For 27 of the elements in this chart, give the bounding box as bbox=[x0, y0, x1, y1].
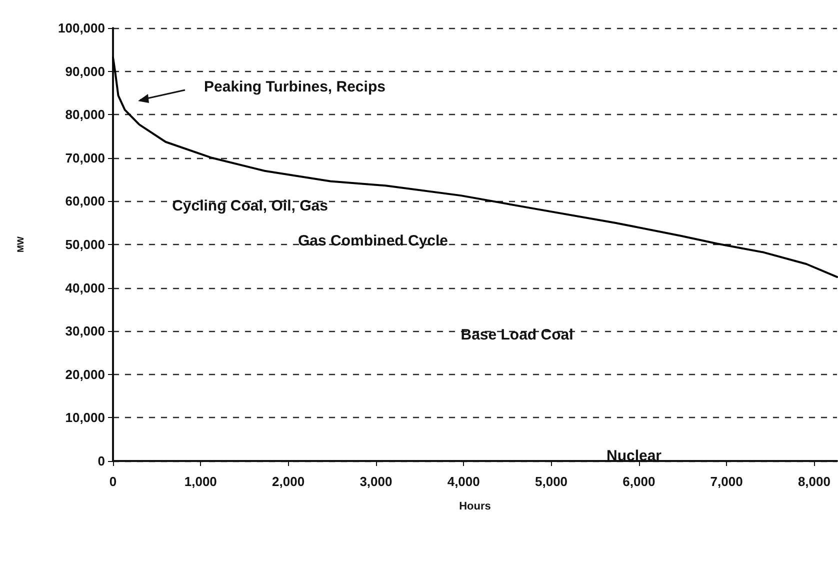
line-series bbox=[112, 56, 838, 278]
y-tick-label: 90,000 bbox=[65, 64, 105, 79]
x-axis-title: Hours bbox=[459, 500, 491, 512]
y-tick-label: 0 bbox=[98, 454, 105, 468]
x-tick-label: 6,000 bbox=[622, 474, 656, 489]
x-tick-label: 7,000 bbox=[710, 474, 743, 489]
x-tick-label: 4,000 bbox=[447, 474, 480, 489]
annotation: Cycling Coal, Oil, Gas bbox=[172, 198, 328, 214]
annotation: Gas Combined Cycle bbox=[298, 232, 448, 250]
y-tick-label: 30,000 bbox=[65, 324, 105, 339]
x-tick-label: 8,000 bbox=[798, 474, 830, 489]
y-tick-label: 80,000 bbox=[65, 107, 105, 122]
y-tick-label: 10,000 bbox=[65, 410, 105, 426]
x-tick-label: 5,000 bbox=[534, 474, 568, 489]
y-tick-label: 70,000 bbox=[65, 150, 105, 166]
y-tick-label: 100,000 bbox=[58, 20, 105, 36]
y-tick-label: 40,000 bbox=[65, 280, 105, 296]
y-tick-label: 20,000 bbox=[65, 366, 105, 382]
annotation: Peaking Turbines, Recips bbox=[204, 78, 386, 96]
x-tick-label: 3,000 bbox=[360, 474, 392, 489]
y-tick-label: 50,000 bbox=[65, 237, 105, 252]
x-tick-label: 2,000 bbox=[272, 474, 305, 489]
annotation: Base Load Coal bbox=[460, 326, 574, 344]
x-tick-label: 0 bbox=[109, 474, 117, 489]
y-axis-title: MW bbox=[16, 236, 26, 252]
y-tick-label: 60,000 bbox=[65, 194, 105, 209]
x-tick-label: 1,000 bbox=[184, 474, 217, 489]
